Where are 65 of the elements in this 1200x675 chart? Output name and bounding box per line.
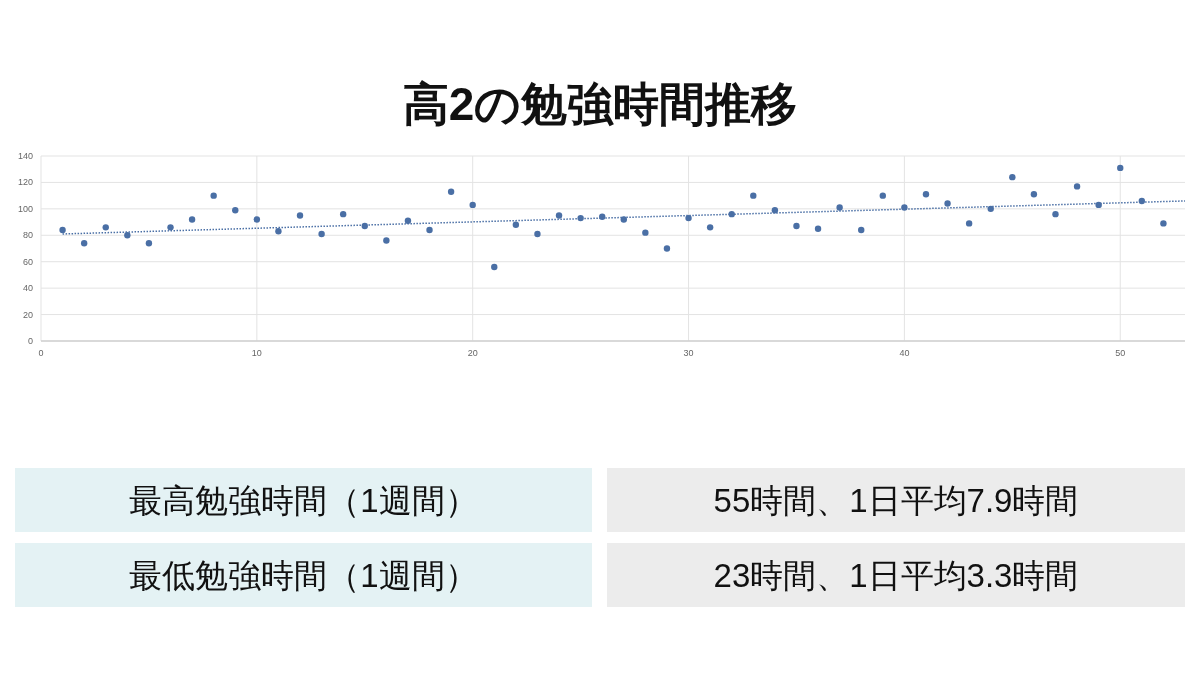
point: [210, 192, 217, 199]
point: [793, 222, 800, 230]
point: [1095, 201, 1102, 209]
point: [167, 224, 174, 231]
x-tick-label: 50: [1115, 348, 1126, 358]
y-tick-label: 60: [22, 256, 33, 267]
point: [469, 201, 476, 209]
point: [685, 214, 692, 222]
point: [491, 263, 498, 271]
y-tick-label: 100: [17, 203, 33, 214]
point: [750, 192, 757, 199]
point: [987, 205, 994, 213]
point: [858, 226, 865, 234]
point: [642, 229, 649, 236]
point: [1073, 183, 1081, 190]
point: [383, 237, 390, 244]
point: [965, 220, 973, 227]
point: [124, 232, 131, 239]
x-tick-label: 20: [467, 348, 478, 358]
point: [512, 221, 520, 228]
point: [1030, 191, 1038, 198]
point: [188, 216, 196, 223]
y-tick-label: 140: [17, 151, 33, 161]
chart-title: 高2の勉強時間推移: [402, 78, 798, 130]
text: 23時間、1日平均3.3時間: [713, 557, 1079, 594]
point: [534, 230, 541, 238]
point: [339, 210, 347, 218]
point: [620, 216, 627, 223]
point: [922, 191, 930, 198]
point: [102, 224, 109, 231]
point: [944, 200, 951, 207]
point: [771, 206, 779, 214]
point: [706, 224, 714, 231]
point: [1117, 164, 1124, 172]
point: [1009, 173, 1016, 181]
point: [555, 212, 563, 219]
point: [1160, 220, 1167, 227]
text: 最高勉強時間（1週間）: [129, 482, 478, 519]
y-tick-label: 80: [22, 230, 33, 241]
point: [1052, 210, 1059, 218]
point: [232, 206, 239, 214]
y-tick-label: 20: [22, 309, 33, 320]
x-tick-label: 40: [899, 348, 910, 358]
text: 55時間、1日平均7.9時間: [713, 482, 1079, 519]
y-tick-label: 120: [17, 177, 33, 188]
point: [80, 240, 88, 247]
x-tick-label: 0: [38, 348, 44, 358]
point: [836, 204, 843, 211]
y-tick-label: 40: [22, 283, 33, 294]
point: [59, 226, 66, 234]
point: [275, 228, 282, 235]
point: [145, 240, 153, 247]
x-tick-label: 30: [683, 348, 694, 358]
point: [404, 217, 412, 224]
y-tick-label: 0: [27, 336, 33, 346]
point: [253, 216, 261, 223]
point: [426, 226, 433, 234]
point: [318, 230, 325, 238]
point: [296, 212, 304, 219]
point: [879, 192, 887, 199]
point: [663, 245, 671, 252]
x-tick-label: 10: [251, 348, 262, 358]
point: [447, 188, 455, 195]
text: 最低勉強時間（1週間）: [129, 557, 478, 594]
point: [814, 225, 822, 232]
